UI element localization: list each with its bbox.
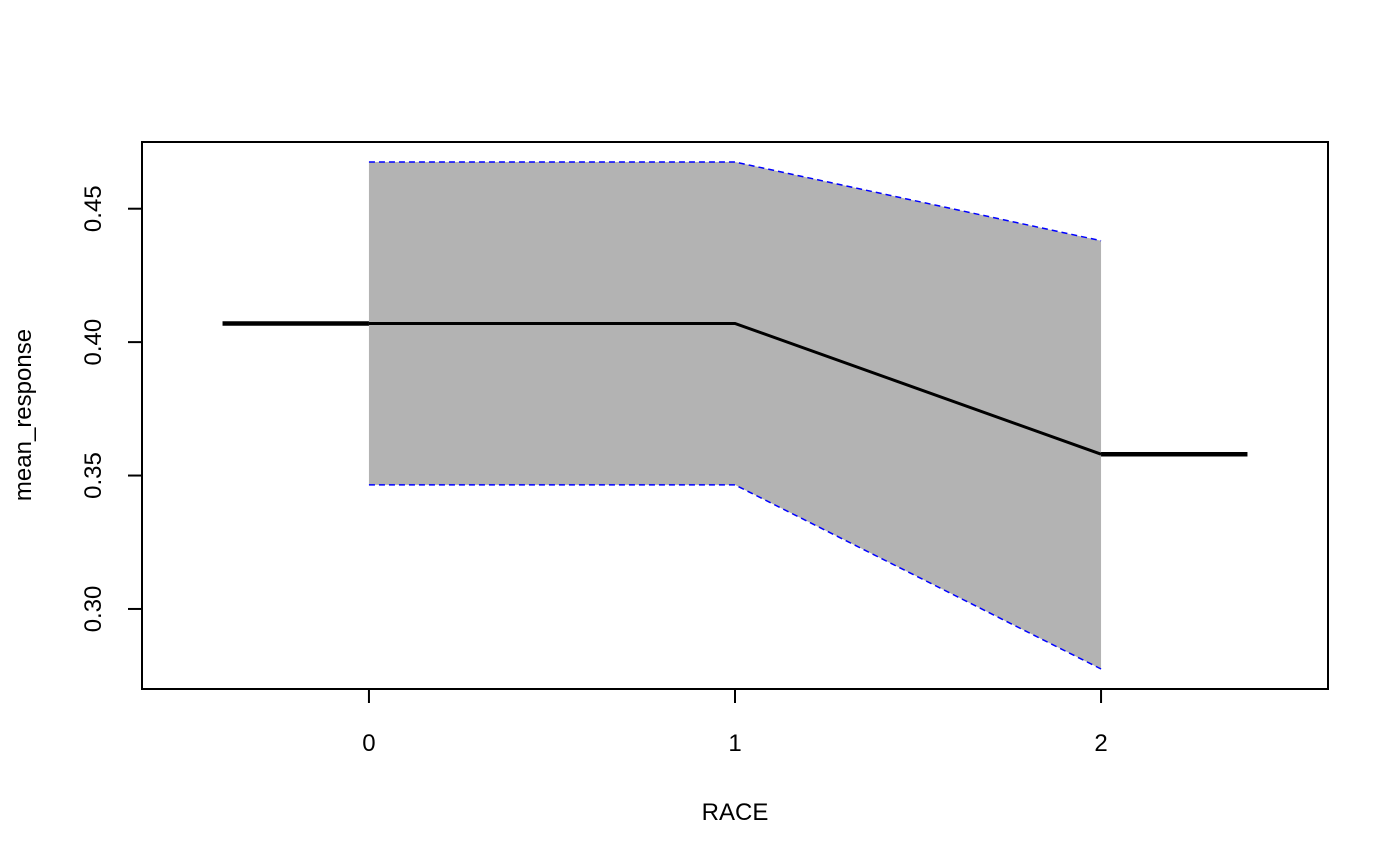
x-tick-label: 2 bbox=[1094, 730, 1107, 757]
band-upper-line bbox=[368, 161, 1102, 242]
response-line bbox=[368, 321, 1102, 456]
y-tick-label: 0.30 bbox=[80, 586, 107, 633]
y-axis-title: mean_response bbox=[10, 329, 37, 501]
x-tick-label: 0 bbox=[362, 730, 375, 757]
axis-layer: 0 1 2 0.30 0.35 0.40 0.45 bbox=[80, 185, 1108, 757]
confidence-band bbox=[368, 162, 1102, 669]
y-tick-label: 0.40 bbox=[80, 319, 107, 366]
y-tick-label: 0.45 bbox=[80, 185, 107, 232]
x-axis-title: RACE bbox=[702, 799, 769, 826]
y-tick-label: 0.35 bbox=[80, 452, 107, 499]
x-tick-label: 1 bbox=[728, 730, 741, 757]
plot-layer bbox=[222, 161, 1248, 670]
band-lower-line bbox=[368, 484, 1102, 670]
